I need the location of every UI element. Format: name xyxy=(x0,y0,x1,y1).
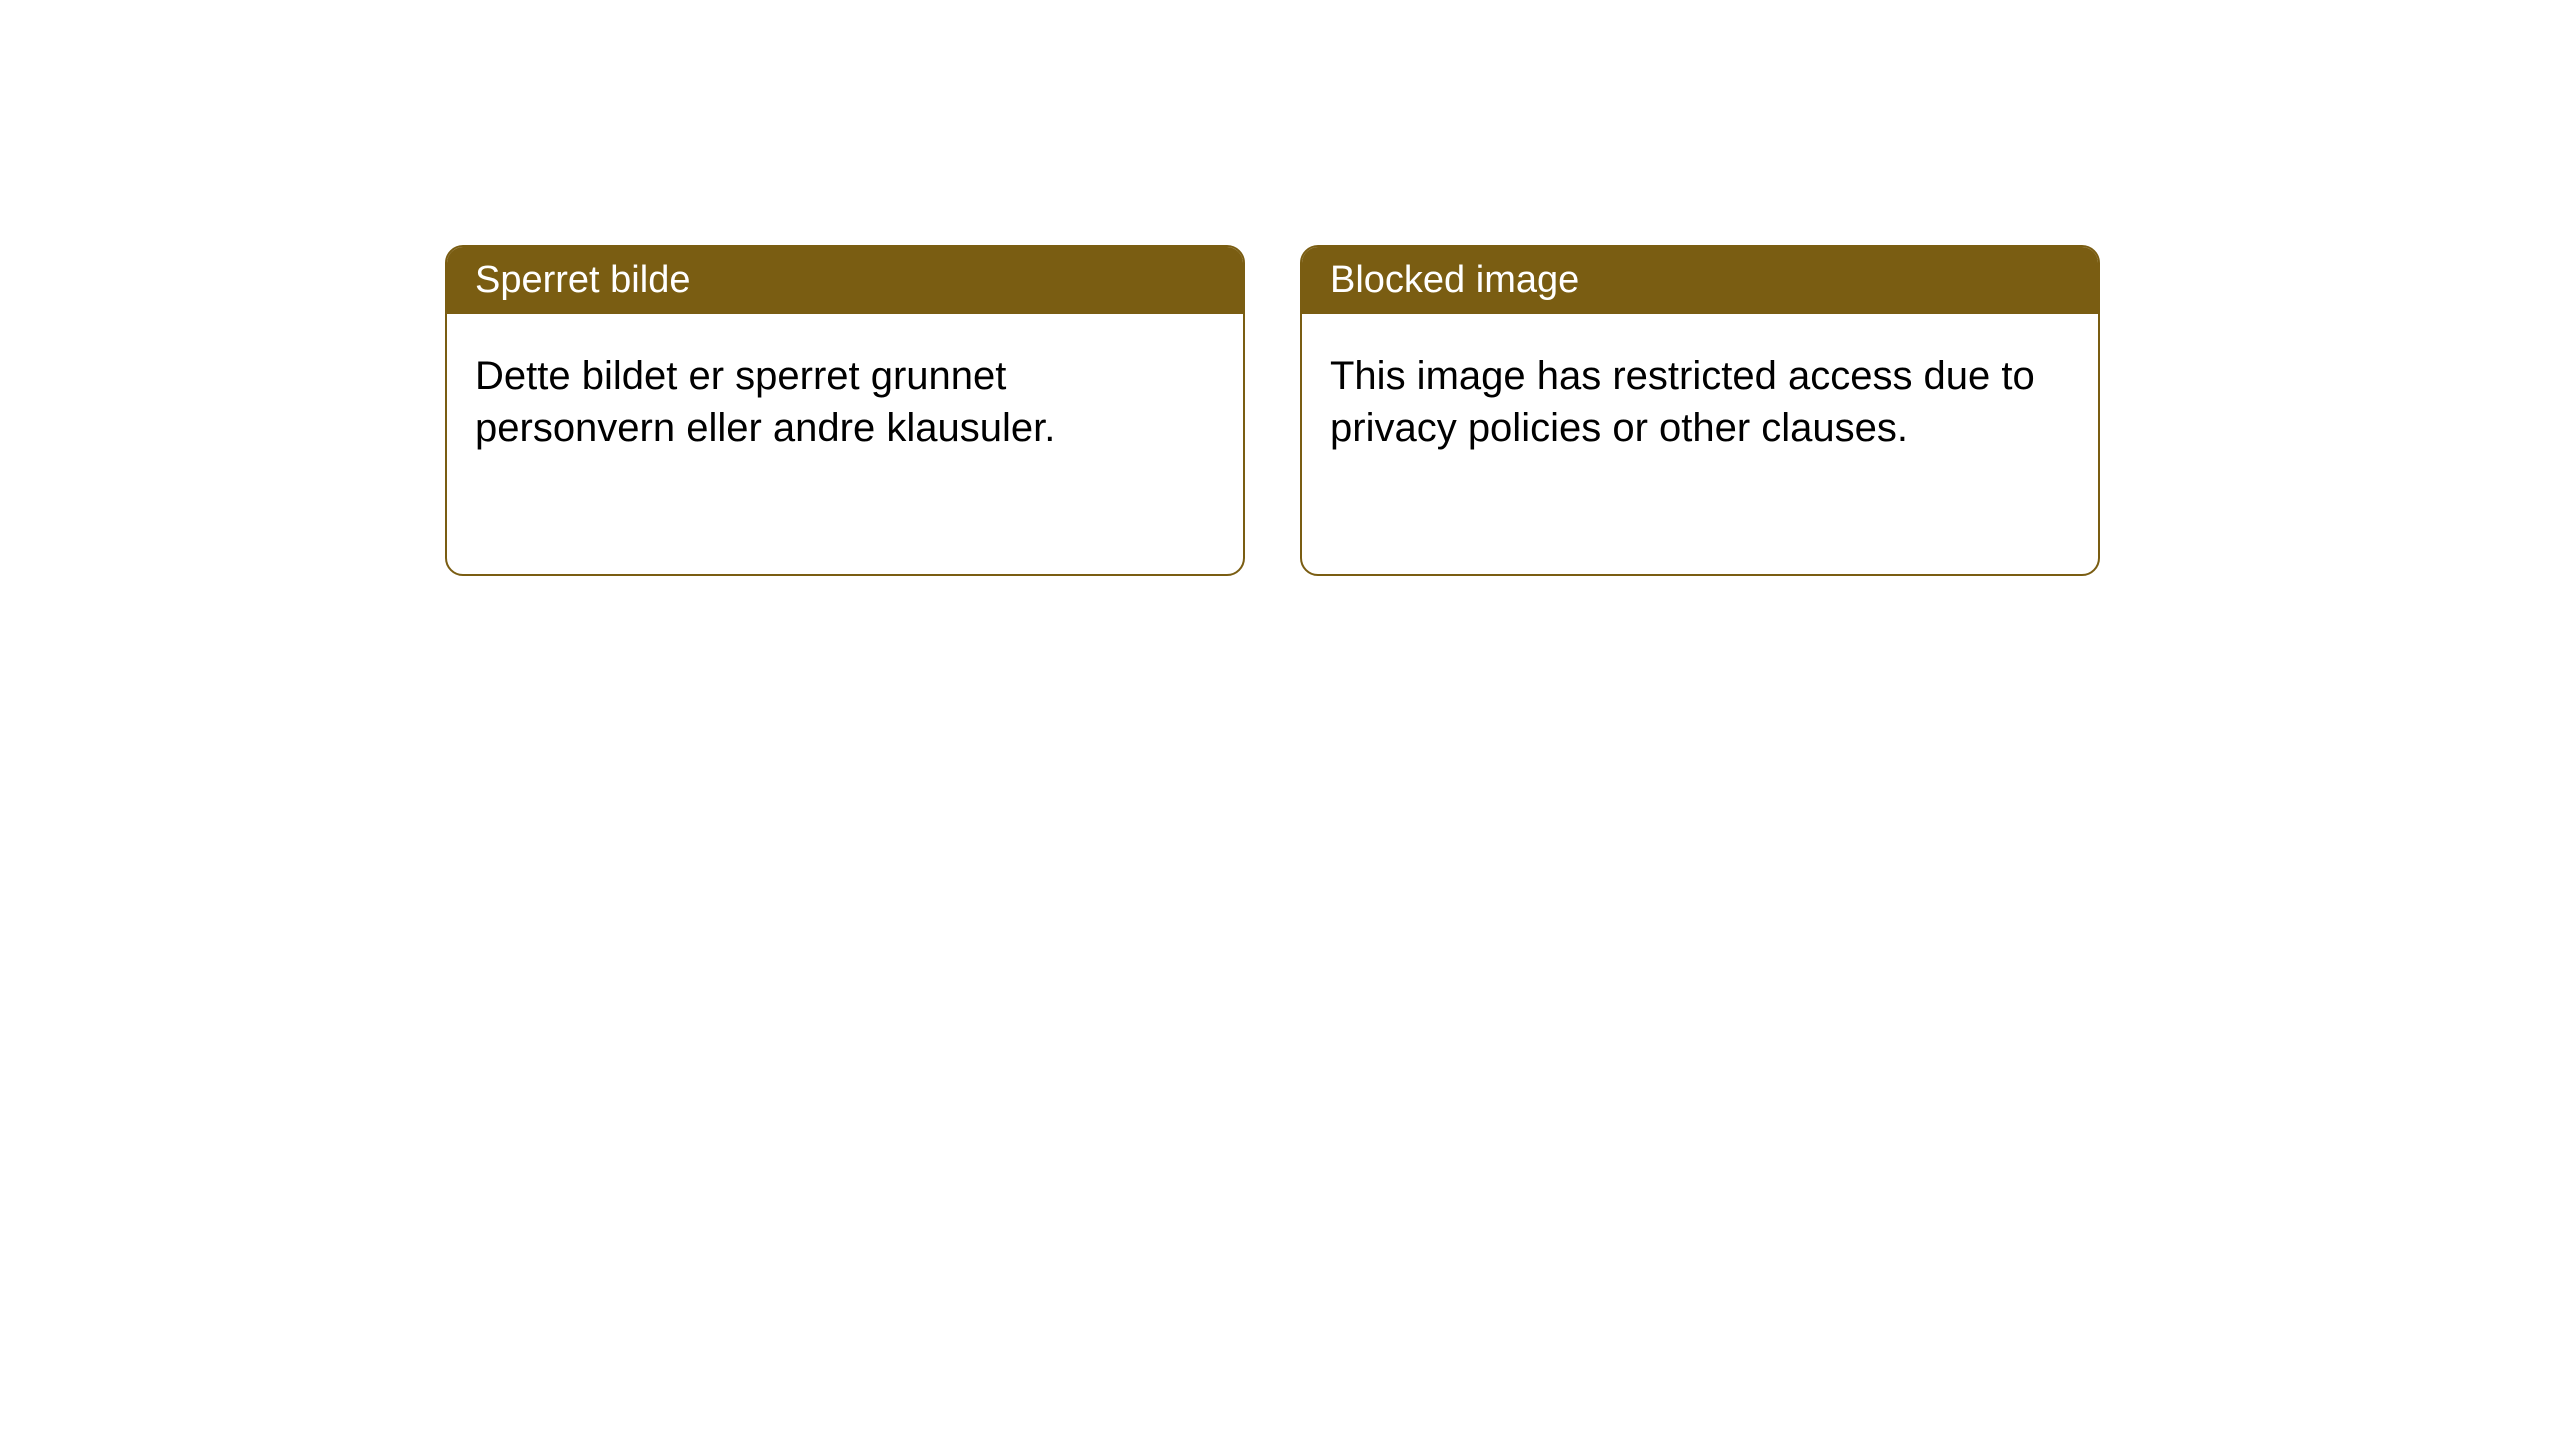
notice-text: This image has restricted access due to … xyxy=(1330,354,2035,450)
notice-box-english: Blocked image This image has restricted … xyxy=(1300,245,2100,576)
notice-body: Dette bildet er sperret grunnet personve… xyxy=(447,314,1243,574)
notice-title: Sperret bilde xyxy=(475,259,690,301)
notice-container: Sperret bilde Dette bildet er sperret gr… xyxy=(445,245,2100,576)
notice-title: Blocked image xyxy=(1330,259,1579,301)
notice-text: Dette bildet er sperret grunnet personve… xyxy=(475,354,1055,450)
notice-box-norwegian: Sperret bilde Dette bildet er sperret gr… xyxy=(445,245,1245,576)
notice-header: Blocked image xyxy=(1302,247,2098,314)
notice-header: Sperret bilde xyxy=(447,247,1243,314)
notice-body: This image has restricted access due to … xyxy=(1302,314,2098,574)
